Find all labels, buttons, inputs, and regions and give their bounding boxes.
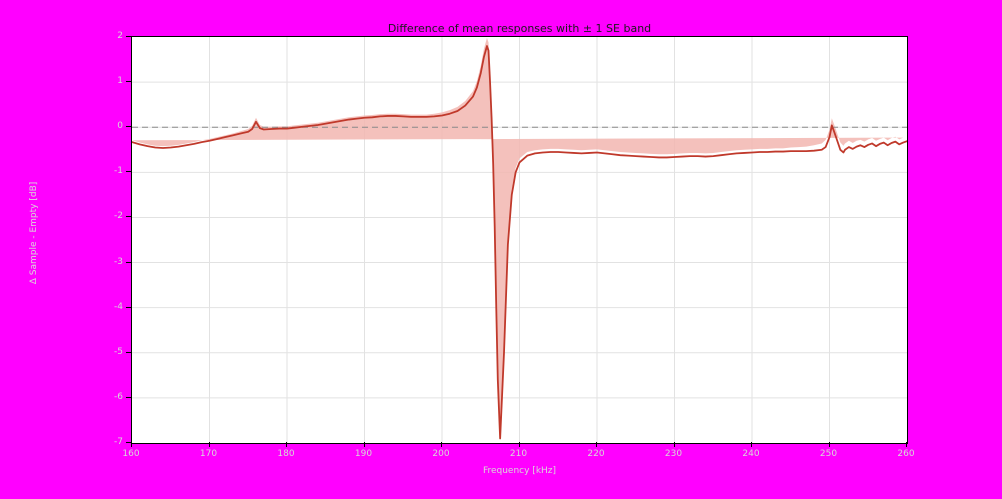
y-tick-label: -6 [114, 391, 123, 402]
y-axis-label: Δ Sample - Empty [dB] [29, 181, 39, 285]
x-tick-mark [906, 442, 907, 447]
y-tick-mark [126, 261, 131, 263]
y-tick-label: -5 [114, 346, 123, 357]
y-tick-label: 1 [117, 76, 123, 87]
x-tick-label: 250 [819, 449, 838, 459]
x-tick-label: 170 [199, 449, 218, 459]
x-tick-mark [518, 442, 520, 447]
y-tick-mark [126, 216, 131, 218]
x-tick-mark [441, 442, 442, 447]
standard-error-band [132, 37, 904, 433]
chart-title: Difference of mean responses with ± 1 SE… [387, 22, 652, 35]
y-tick-mark [126, 171, 131, 173]
y-tick-mark [126, 306, 131, 308]
x-tick-label: 230 [664, 449, 683, 459]
y-tick-label: -1 [114, 166, 123, 177]
x-tick-mark [131, 442, 132, 447]
y-tick-mark [126, 351, 131, 353]
x-tick-label: 260 [897, 449, 915, 459]
x-tick-label: 240 [742, 449, 760, 459]
plot-area [131, 36, 908, 444]
x-tick-mark [751, 442, 752, 447]
x-tick-label: 220 [587, 449, 605, 459]
x-tick-mark [208, 442, 210, 447]
x-tick-mark [828, 442, 830, 447]
y-tick-mark [126, 36, 131, 37]
x-tick-mark [673, 442, 675, 447]
y-tick-label: -2 [114, 211, 123, 222]
x-tick-label: 160 [122, 449, 140, 459]
x-tick-mark [363, 442, 365, 447]
y-tick-mark [126, 442, 131, 443]
x-tick-label: 190 [354, 449, 373, 459]
y-tick-label: -3 [114, 256, 123, 267]
x-tick-label: 180 [277, 449, 295, 459]
x-tick-mark [596, 442, 597, 447]
x-tick-mark [286, 442, 287, 447]
y-tick-mark [126, 396, 131, 398]
y-tick-label: 2 [117, 31, 123, 41]
y-tick-mark [126, 126, 131, 128]
y-tick-mark [126, 81, 131, 83]
y-tick-label: 0 [117, 121, 123, 132]
mean-difference-curve [132, 45, 907, 440]
y-tick-label: -7 [114, 437, 123, 447]
plot-canvas [132, 37, 907, 443]
x-tick-label: 210 [509, 449, 528, 459]
vertical-gridlines [209, 37, 830, 443]
x-axis-label: Frequency [kHz] [482, 466, 557, 476]
x-tick-label: 200 [432, 449, 450, 459]
y-tick-label: -4 [114, 301, 123, 312]
